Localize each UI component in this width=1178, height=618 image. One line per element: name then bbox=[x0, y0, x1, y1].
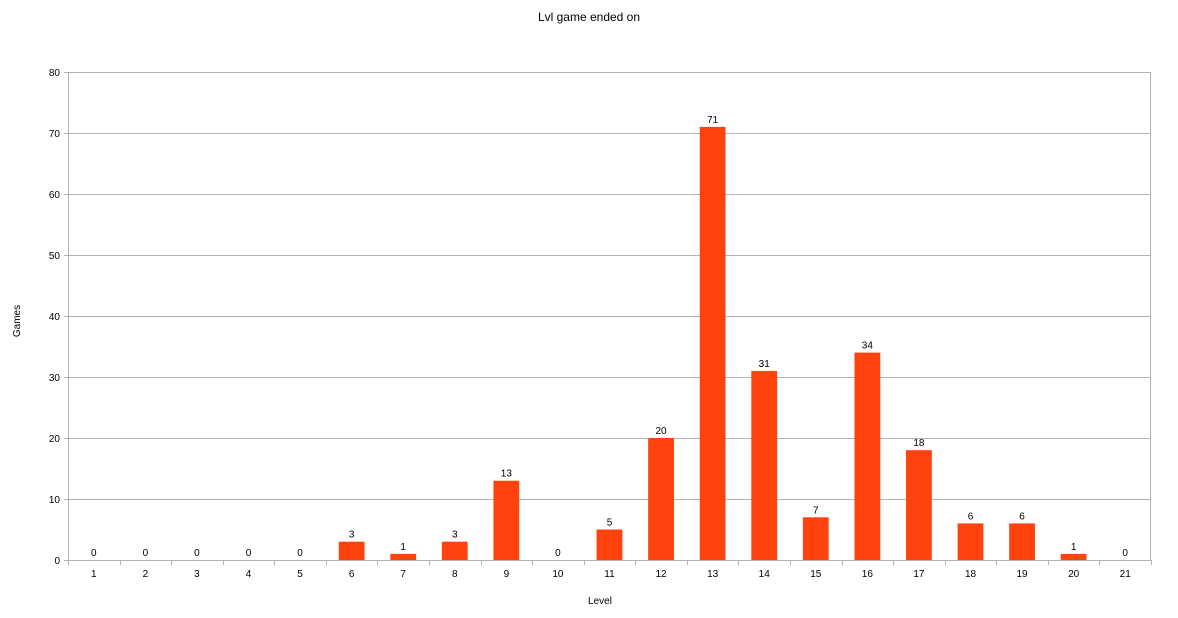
y-tick-label: 80 bbox=[49, 68, 61, 79]
y-axis-ticks: 0 10 20 30 40 50 60 70 80 bbox=[49, 68, 68, 567]
data-label-level-9: 13 bbox=[501, 469, 513, 480]
data-label-level-14: 31 bbox=[759, 359, 771, 370]
bar-level-7 bbox=[390, 553, 417, 560]
x-axis-title: Level bbox=[588, 596, 612, 607]
x-tick-label: 13 bbox=[707, 569, 719, 580]
bar-level-17 bbox=[906, 450, 932, 560]
x-tick-label: 21 bbox=[1120, 569, 1132, 580]
data-label-level-2: 0 bbox=[143, 548, 149, 559]
x-tick-label: 14 bbox=[759, 569, 771, 580]
bar-level-6 bbox=[338, 541, 365, 560]
x-tick-label: 3 bbox=[194, 569, 200, 580]
data-label-level-21: 0 bbox=[1122, 548, 1128, 559]
x-tick-label: 5 bbox=[297, 569, 303, 580]
x-tick-label: 11 bbox=[604, 569, 615, 580]
x-tick-label: 18 bbox=[965, 569, 977, 580]
x-tick-label: 19 bbox=[1017, 569, 1029, 580]
y-tick-label: 70 bbox=[49, 129, 61, 140]
bar-level-14 bbox=[751, 370, 778, 560]
data-label-level-12: 20 bbox=[656, 426, 668, 437]
x-axis-ticks: 1 2 3 4 5 6 7 8 9 10 11 12 13 14 15 16 17 18 19 20 21 bbox=[68, 560, 1152, 580]
bar-level-15 bbox=[802, 517, 829, 560]
data-label-level-3: 0 bbox=[194, 548, 200, 559]
bar-level-20 bbox=[1060, 553, 1087, 560]
x-tick-label: 9 bbox=[504, 569, 510, 580]
y-tick-label: 0 bbox=[54, 556, 60, 567]
y-tick-label: 30 bbox=[49, 373, 61, 384]
x-tick-label: 15 bbox=[810, 569, 822, 580]
data-label-level-11: 5 bbox=[607, 518, 613, 529]
y-tick-label: 50 bbox=[49, 251, 61, 262]
bar-level-8 bbox=[441, 541, 468, 560]
data-label-level-18: 6 bbox=[968, 511, 974, 522]
x-tick-label: 10 bbox=[552, 569, 564, 580]
bar-level-13 bbox=[699, 126, 726, 561]
x-tick-label: 4 bbox=[246, 569, 252, 580]
x-tick-label: 1 bbox=[91, 569, 97, 580]
data-label-level-16: 34 bbox=[862, 341, 874, 352]
y-tick-label: 20 bbox=[49, 434, 61, 445]
data-label-level-17: 18 bbox=[913, 438, 925, 449]
x-tick-label: 2 bbox=[143, 569, 149, 580]
data-label-level-19: 6 bbox=[1019, 511, 1025, 522]
bar-level-11 bbox=[596, 529, 623, 560]
x-tick-label: 17 bbox=[913, 569, 925, 580]
chart-title: Lvl game ended on bbox=[538, 10, 640, 24]
data-label-level-1: 0 bbox=[91, 548, 97, 559]
x-tick-label: 20 bbox=[1068, 569, 1080, 580]
x-tick-label: 8 bbox=[452, 569, 458, 580]
data-label-level-8: 3 bbox=[452, 530, 458, 541]
x-tick-label: 7 bbox=[400, 569, 406, 580]
data-label-level-6: 3 bbox=[349, 530, 355, 541]
bars bbox=[338, 126, 1087, 561]
y-tick-label: 40 bbox=[49, 312, 61, 323]
bar-level-12 bbox=[648, 438, 674, 560]
x-tick-label: 12 bbox=[656, 569, 668, 580]
data-label-level-10: 0 bbox=[555, 548, 561, 559]
data-label-level-13: 71 bbox=[707, 115, 719, 126]
bar-level-9 bbox=[493, 480, 520, 560]
y-tick-label: 60 bbox=[49, 190, 61, 201]
gridlines bbox=[68, 72, 1151, 561]
data-label-level-20: 1 bbox=[1071, 542, 1077, 553]
data-label-level-15: 7 bbox=[813, 505, 819, 516]
y-tick-label: 10 bbox=[49, 495, 61, 506]
data-label-level-7: 1 bbox=[400, 542, 406, 553]
y-axis-title: Games bbox=[12, 305, 23, 337]
data-label-level-5: 0 bbox=[297, 548, 303, 559]
bar-level-19 bbox=[1009, 523, 1035, 560]
x-tick-label: 6 bbox=[349, 569, 355, 580]
data-label-level-4: 0 bbox=[246, 548, 252, 559]
bar-level-18 bbox=[957, 523, 984, 560]
bar-level-16 bbox=[854, 352, 881, 560]
x-tick-label: 16 bbox=[862, 569, 874, 580]
